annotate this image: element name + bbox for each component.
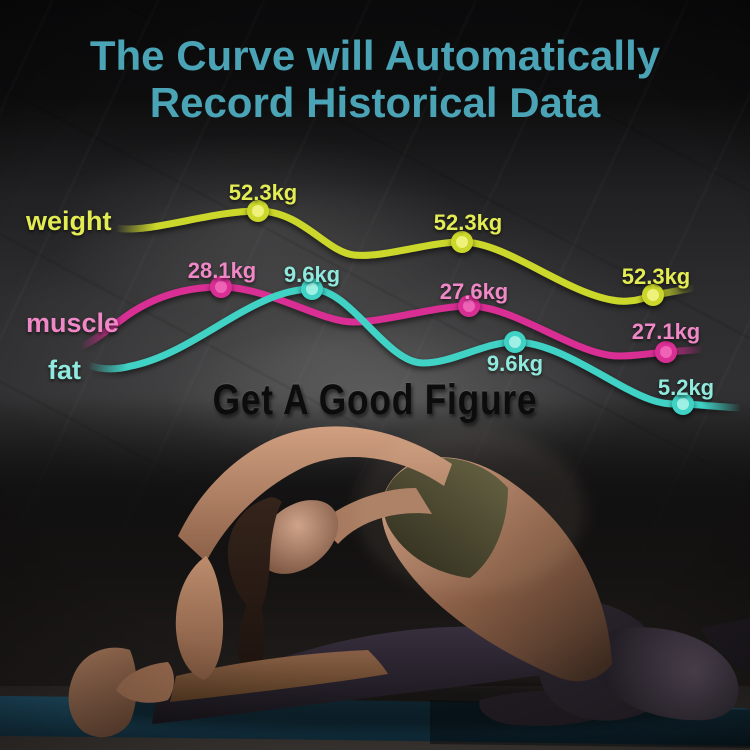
data-label-muscle-2: 27.1kg xyxy=(631,319,701,344)
muscle-point-2-core xyxy=(660,346,672,358)
page-title-line-1: The Curve will Automatically xyxy=(89,32,661,79)
series-label-muscle: muscle xyxy=(26,308,120,338)
weight-point-0-core xyxy=(252,205,264,217)
page-title: The Curve will Automatically Record Hist… xyxy=(0,32,750,126)
data-label-weight-2: 52.3kg xyxy=(621,264,691,289)
data-label-weight-1: 52.3kg xyxy=(433,210,503,235)
series-label-weight: weight xyxy=(26,206,112,236)
data-label-weight-0: 52.3kg xyxy=(228,180,298,205)
fat-point-1-core xyxy=(509,336,521,348)
data-label-muscle-0: 28.1kg xyxy=(187,258,257,283)
data-label-fat-2: 5.2kg xyxy=(657,375,715,400)
data-label-muscle-1: 27.6kg xyxy=(439,279,509,304)
tagline: Get A Good Figure xyxy=(212,376,538,424)
data-label-fat-1: 9.6kg xyxy=(486,351,544,376)
series-label-fat: fat xyxy=(48,355,81,385)
weight-point-2-core xyxy=(647,289,659,301)
data-label-fat-0: 9.6kg xyxy=(283,262,341,287)
page-title-line-2: Record Historical Data xyxy=(149,79,601,126)
weight-point-1-core xyxy=(456,236,468,248)
